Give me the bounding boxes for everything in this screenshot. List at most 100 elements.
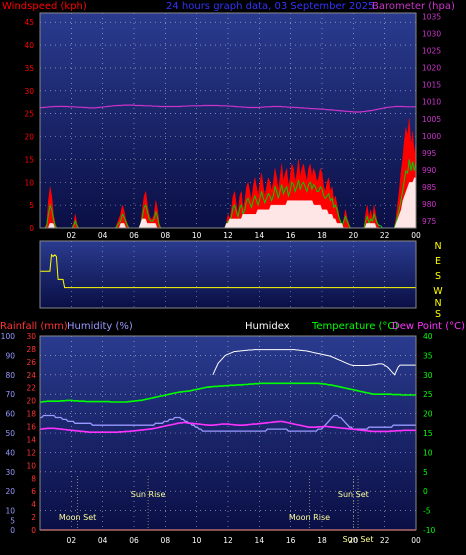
humidity-tick-label: 50 [5,429,15,438]
dewpoint-axis-label: Dew Point (°C) [392,321,465,332]
barometer-tick-label: 980 [422,200,437,209]
temperature-tick-label: 25 [423,390,433,399]
rainfall-tick-label: 16 [26,423,36,432]
wind-time-ticks: 02 04 06 08 10 12 14 16 18 20 22 00 [67,231,421,240]
temperature-tick-label: 10 [423,448,433,457]
time-tick-label: 14 [255,231,265,240]
time-tick-label: 22 [380,231,390,240]
rainfall-axis-label: Rainfall (mm) [0,321,68,332]
wind-panel-frame [39,12,417,229]
temperature-axis-label: Temperature (°C) [311,321,398,332]
rainfall-tick-label: 4 [31,500,36,509]
barometer-tick-label: 1035 [422,12,441,21]
temperature-tick-label: 5 [423,468,428,477]
humidity-tick-label: 10 [5,507,15,516]
time-tick-label: 08 [161,231,171,240]
temperature-ticks: -10 -5 0 5 10 15 20 25 30 35 40 [423,332,435,535]
barometer-tick-label: 985 [422,183,437,192]
compass-label: N [434,298,441,309]
humidity-axis-label: Humidity (%) [67,321,133,332]
rainfall-tick-label: 26 [26,358,36,367]
windspeed-tick-label: 25 [24,110,34,119]
rainfall-tick-label: 10 [26,461,36,470]
annotation-label: Sun Set [343,535,374,544]
direction-panel-frame [39,240,417,309]
rainfall-tick-label: 18 [26,410,36,419]
humidity-tick-label: 80 [5,371,15,380]
rainfall-tick-label: 30 [26,332,36,341]
barometer-tick-label: 1005 [422,115,441,124]
compass-label: S [435,271,441,282]
time-tick-label: 18 [317,536,327,545]
temperature-tick-label: 15 [423,429,433,438]
windspeed-tick-label: 30 [24,87,34,96]
humidity-tick-label: 90 [5,351,15,360]
wind-direction-series [40,253,416,289]
barometer-tick-label: 975 [422,217,437,226]
time-tick-label: 16 [286,231,296,240]
annotation-label: Sun Rise [131,490,166,499]
humidity-tick-label: 5 [10,516,15,525]
time-tick-label: 10 [192,536,202,545]
barometer-axis-label: Barometer (hpa) [372,1,455,12]
time-tick-label: 04 [98,536,108,545]
time-tick-label: 18 [317,231,327,240]
compass-label: W [433,286,443,297]
barometer-tick-label: 1025 [422,47,441,56]
time-tick-label: 20 [349,231,359,240]
rainfall-tick-label: 24 [26,371,36,380]
temp-time-ticks: 02 04 06 08 10 12 14 16 18 20 22 00 [67,536,421,545]
time-tick-label: 20 [349,536,359,545]
humidity-tick-label: 40 [5,448,15,457]
windspeed-tick-label: 0 [29,224,34,233]
temperature-series [40,382,416,403]
temperature-tick-label: 30 [423,371,433,380]
temp-panel-frame [39,335,417,531]
barometer-tick-label: 990 [422,166,437,175]
annotation-label: Moon Rise [289,513,330,522]
rainfall-tick-label: 22 [26,384,36,393]
time-tick-label: 08 [161,536,171,545]
humidex-label: Humidex [245,321,290,332]
rainfall-tick-label: 28 [26,345,36,354]
temperature-tick-label: 35 [423,351,433,360]
windspeed-ticks: 0 5 10 15 20 25 30 35 40 45 [24,18,34,233]
rainfall-tick-label: 8 [31,474,36,483]
time-tick-label: 12 [223,231,233,240]
humidex-series [212,349,416,376]
humidity-tick-label: 60 [5,410,15,419]
chart-title: 24 hours graph data, 03 September 2025 [166,1,374,12]
windspeed-tick-label: 40 [24,41,34,50]
annotation-label: Sun Set [338,490,369,499]
rainfall-tick-label: 6 [31,487,36,496]
compass-label: E [435,256,441,267]
humidity-tick-label: 70 [5,390,15,399]
windspeed-tick-label: 45 [24,18,34,27]
humidity-tick-label: 0 [10,526,15,535]
rainfall-tick-label: 20 [26,397,36,406]
barometer-tick-label: 1010 [422,98,441,107]
rainfall-tick-label: 12 [26,448,36,457]
windspeed-tick-label: 20 [24,133,34,142]
annotation-label: Moon Set [59,513,96,522]
sun-moon-annotations: Moon Set Sun Rise Moon Rise Sun Set Sun Set [59,476,374,544]
humidity-tick-label: 100 [1,332,16,341]
windspeed-tick-label: 5 [29,201,34,210]
time-tick-label: 12 [223,536,233,545]
barometer-tick-label: 995 [422,149,437,158]
humidity-tick-label: 20 [5,487,15,496]
time-tick-label: 06 [129,536,139,545]
barometer-tick-label: 1020 [422,64,441,73]
barometer-tick-label: 1015 [422,81,441,90]
barometer-tick-label: 1000 [422,132,441,141]
time-tick-label: 02 [67,231,77,240]
temperature-tick-label: 40 [423,332,433,341]
windspeed-tick-label: 15 [24,155,34,164]
windspeed-tick-label: 10 [24,178,34,187]
barometer-ticks: 975 980 985 990 995 1000 1005 1010 1015 1020 1025 1… [422,12,441,226]
temperature-tick-label: 20 [423,410,433,419]
temperature-tick-label: -10 [423,526,435,535]
